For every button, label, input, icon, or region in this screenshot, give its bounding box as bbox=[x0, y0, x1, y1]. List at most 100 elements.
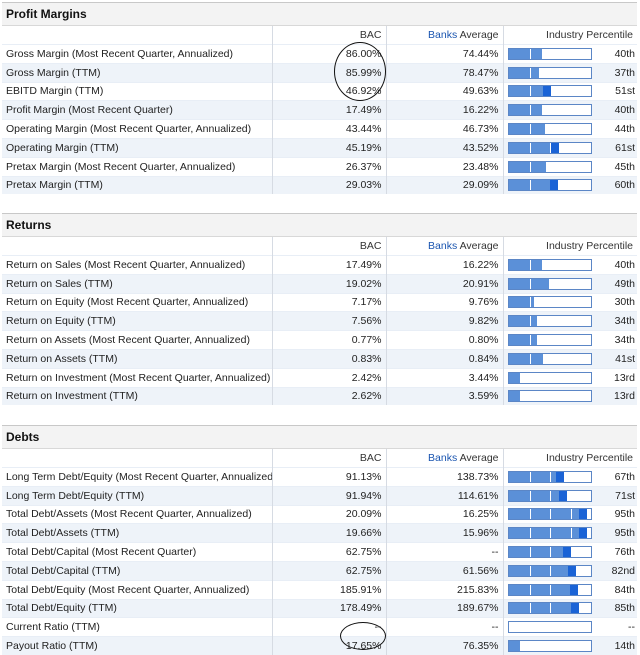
percentile-bar bbox=[507, 508, 592, 521]
percentile-value: 95th bbox=[614, 527, 635, 540]
banks-average-value: -- bbox=[385, 542, 503, 562]
banks-link[interactable]: Banks bbox=[428, 240, 458, 252]
banks-average-value: 3.44% bbox=[385, 367, 503, 388]
banks-average-value: 9.76% bbox=[385, 292, 503, 312]
percentile-fill bbox=[508, 161, 546, 172]
column-header-bac: BAC bbox=[271, 449, 386, 468]
industry-percentile-cell: 37th bbox=[502, 62, 637, 83]
metric-label: Return on Sales (TTM) bbox=[2, 273, 272, 294]
banks-average-value: 23.48% bbox=[385, 156, 503, 177]
percentile-bar bbox=[507, 546, 592, 559]
percentile-value: 95th bbox=[614, 508, 635, 521]
table-row: Long Term Debt/Equity (TTM) 91.94% 114.61%… bbox=[2, 485, 637, 506]
percentile-value: 60th bbox=[614, 179, 635, 192]
metric-label: Gross Margin (Most Recent Quarter, Annua… bbox=[2, 44, 272, 64]
percentile-value: 85th bbox=[614, 602, 635, 615]
industry-percentile-cell: 34th bbox=[502, 311, 637, 331]
metric-label: Gross Margin (TTM) bbox=[2, 62, 272, 83]
bac-value: 17.49% bbox=[271, 100, 386, 120]
banks-link[interactable]: Banks bbox=[428, 29, 458, 41]
percentile-bar bbox=[507, 315, 592, 328]
percentile-value: 14th bbox=[614, 640, 635, 653]
table-row: Pretax Margin (TTM) 29.03% 29.09% 60th bbox=[2, 175, 637, 195]
metric-label: Total Debt/Capital (TTM) bbox=[2, 560, 272, 581]
percentile-fill bbox=[508, 259, 542, 270]
table-row: Total Debt/Capital (Most Recent Quarter)… bbox=[2, 542, 637, 562]
percentile-value: 82nd bbox=[611, 564, 635, 577]
banks-average-value: 74.44% bbox=[385, 44, 503, 64]
percentile-bar bbox=[507, 583, 592, 596]
banks-average-value: -- bbox=[385, 617, 503, 637]
industry-percentile-cell: 44th bbox=[502, 119, 637, 139]
percentile-fill bbox=[508, 490, 567, 501]
table-row: Long Term Debt/Equity (Most Recent Quart… bbox=[2, 467, 637, 487]
percentile-fill bbox=[508, 48, 542, 59]
industry-percentile-cell: 76th bbox=[502, 542, 637, 562]
percentile-fill bbox=[508, 584, 578, 595]
metric-label: Return on Investment (Most Recent Quarte… bbox=[2, 367, 272, 388]
industry-percentile-cell: 95th bbox=[502, 504, 637, 524]
percentile-value: 67th bbox=[614, 470, 635, 483]
banks-average-value: 46.73% bbox=[385, 119, 503, 139]
percentile-bar bbox=[507, 66, 592, 79]
percentile-bar bbox=[507, 640, 592, 653]
bac-value: 85.99% bbox=[271, 62, 386, 83]
percentile-value: 40th bbox=[614, 258, 635, 271]
banks-average-value: 114.61% bbox=[385, 485, 503, 506]
industry-percentile-cell: 14th bbox=[502, 636, 637, 655]
industry-percentile-cell: 30th bbox=[502, 292, 637, 312]
table-row: EBITD Margin (TTM) 46.92% 49.63% 51st bbox=[2, 81, 637, 101]
percentile-bar bbox=[507, 621, 592, 634]
metric-label: Return on Sales (Most Recent Quarter, An… bbox=[2, 255, 272, 275]
percentile-value: 45th bbox=[614, 160, 635, 173]
percentile-bar bbox=[507, 334, 592, 347]
average-label: Average bbox=[459, 240, 499, 252]
metric-label: Total Debt/Capital (Most Recent Quarter) bbox=[2, 542, 272, 562]
column-header-metric bbox=[2, 449, 272, 468]
bac-value: 62.75% bbox=[271, 542, 386, 562]
percentile-fill bbox=[508, 372, 520, 383]
metrics-table: BAC Banks Average Industry Percentile Long … bbox=[2, 449, 637, 655]
percentile-bar bbox=[507, 470, 592, 483]
percentile-bar bbox=[507, 258, 592, 271]
industry-percentile-cell: 67th bbox=[502, 467, 637, 487]
banks-average-value: 3.59% bbox=[385, 386, 503, 406]
industry-percentile-cell: 40th bbox=[502, 44, 637, 64]
percentile-fill bbox=[508, 547, 571, 558]
table-row: Payout Ratio (TTM) 17.65% 76.35% 14th bbox=[2, 636, 637, 655]
percentile-fill bbox=[508, 603, 579, 614]
metrics-table: BAC Banks Average Industry Percentile Retur… bbox=[2, 237, 637, 406]
percentile-bar bbox=[507, 527, 592, 540]
banks-average-value: 16.25% bbox=[385, 504, 503, 524]
section-returns: Returns BAC Banks Average Industry Percenti… bbox=[2, 213, 637, 406]
table-row: Profit Margin (Most Recent Quarter) 17.49… bbox=[2, 100, 637, 120]
column-header-average: Banks Average bbox=[385, 237, 503, 256]
percentile-value: 13rd bbox=[613, 371, 635, 384]
industry-percentile-cell: 85th bbox=[502, 598, 637, 618]
percentile-value: 30th bbox=[614, 296, 635, 309]
section-debts: Debts BAC Banks Average Industry Percentile… bbox=[2, 425, 637, 655]
banks-average-value: 0.84% bbox=[385, 348, 503, 369]
banks-average-value: 15.96% bbox=[385, 523, 503, 543]
bac-value: 46.92% bbox=[271, 81, 386, 101]
banks-average-value: 215.83% bbox=[385, 579, 503, 600]
industry-percentile-cell: 82nd bbox=[502, 560, 637, 581]
metric-label: EBITD Margin (TTM) bbox=[2, 81, 272, 101]
table-row: Return on Investment (Most Recent Quarte… bbox=[2, 367, 637, 388]
table-row: Total Debt/Assets (TTM) 19.66% 15.96% 95th bbox=[2, 523, 637, 543]
metric-label: Return on Equity (Most Recent Quarter, A… bbox=[2, 292, 272, 312]
percentile-fill bbox=[508, 316, 537, 327]
percentile-bar bbox=[507, 489, 592, 502]
bac-value: 0.77% bbox=[271, 330, 386, 350]
table-row: Return on Sales (Most Recent Quarter, An… bbox=[2, 255, 637, 275]
industry-percentile-cell: 13rd bbox=[502, 367, 637, 388]
banks-link[interactable]: Banks bbox=[428, 452, 458, 464]
metric-label: Total Debt/Equity (TTM) bbox=[2, 598, 272, 618]
percentile-value: 13rd bbox=[613, 390, 635, 403]
bac-value: 2.42% bbox=[271, 367, 386, 388]
bac-value: 91.94% bbox=[271, 485, 386, 506]
percentile-bar bbox=[507, 602, 592, 615]
banks-average-value: 78.47% bbox=[385, 62, 503, 83]
percentile-fill bbox=[508, 509, 587, 520]
bac-value: 86.00% bbox=[271, 44, 386, 64]
